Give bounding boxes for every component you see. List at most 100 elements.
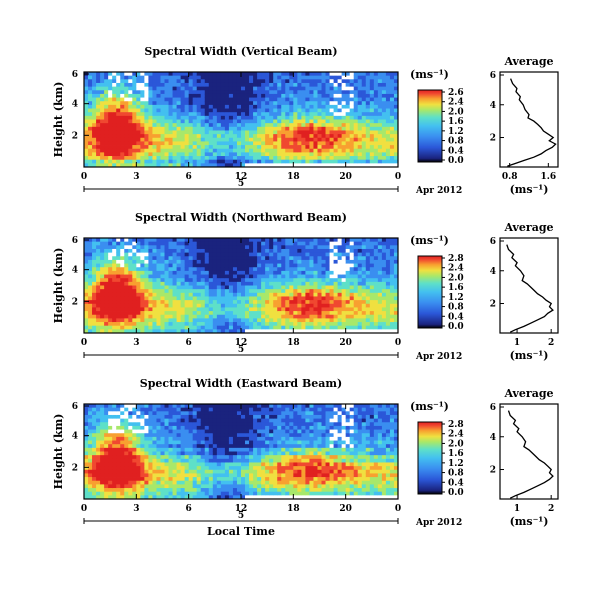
heatmap-cell <box>124 430 128 434</box>
heatmap-cell <box>217 112 221 116</box>
heatmap-cell <box>197 481 201 485</box>
heatmap-cell <box>177 127 181 131</box>
heatmap-cell <box>233 278 237 282</box>
heatmap-cell <box>273 83 277 87</box>
heatmap-cell <box>144 444 148 448</box>
heatmap-cell <box>301 105 305 109</box>
heatmap-cell <box>281 307 285 311</box>
heatmap-cell <box>181 249 185 253</box>
heatmap-cell <box>346 271 350 275</box>
profile-y-tick-label: 2 <box>490 134 496 144</box>
heatmap-cell <box>84 488 88 492</box>
heatmap-cell <box>88 116 92 120</box>
heatmap-cell <box>185 253 189 257</box>
heatmap-cell <box>350 260 354 264</box>
heatmap-cell <box>165 448 169 452</box>
heatmap-cell <box>189 488 193 492</box>
heatmap-cell <box>100 286 104 290</box>
heatmap-cell <box>108 307 112 311</box>
heatmap-cell <box>233 145 237 149</box>
heatmap-cell <box>104 307 108 311</box>
heatmap-cell <box>88 481 92 485</box>
heatmap-cell <box>317 101 321 105</box>
heatmap-cell <box>169 315 173 319</box>
heatmap-cell <box>173 90 177 94</box>
heatmap-cell <box>265 264 269 268</box>
heatmap-cell <box>193 286 197 290</box>
heatmap-cell <box>374 249 378 253</box>
heatmap-cell <box>326 112 330 116</box>
heatmap-cell <box>370 72 374 76</box>
heatmap-cell <box>205 448 209 452</box>
heatmap-cell <box>301 256 305 260</box>
heatmap-cell <box>177 419 181 423</box>
heatmap-cell <box>189 477 193 481</box>
heatmap-cell <box>148 433 152 437</box>
heatmap-cell <box>92 123 96 127</box>
heatmap-cell <box>165 249 169 253</box>
heatmap-cell <box>92 278 96 282</box>
heatmap-cell <box>165 156 169 160</box>
heatmap-cell <box>313 311 317 315</box>
heatmap-cell <box>128 408 132 412</box>
heatmap-cell <box>309 109 313 113</box>
heatmap-cell <box>148 264 152 268</box>
heatmap-cell <box>152 408 156 412</box>
heatmap-cell <box>350 101 354 105</box>
heatmap-cell <box>156 300 160 304</box>
heatmap-cell <box>277 249 281 253</box>
heatmap-cell <box>136 300 140 304</box>
heatmap-cell <box>390 145 394 149</box>
heatmap-cell <box>350 267 354 271</box>
heatmap-cell <box>322 300 326 304</box>
heatmap-cell <box>305 260 309 264</box>
heatmap-cell <box>285 145 289 149</box>
heatmap-cell <box>169 444 173 448</box>
heatmap-cell <box>165 419 169 423</box>
heatmap-cell <box>165 101 169 105</box>
heatmap-cell <box>350 98 354 102</box>
heatmap-cell <box>185 87 189 91</box>
heatmap-cell <box>338 286 342 290</box>
heatmap-cell <box>261 282 265 286</box>
heatmap-cell <box>177 437 181 441</box>
heatmap-cell <box>277 98 281 102</box>
heatmap-cell <box>237 315 241 319</box>
heatmap-cell <box>370 76 374 80</box>
heatmap-cell <box>108 304 112 308</box>
heatmap-cell <box>136 311 140 315</box>
heatmap-cell <box>305 267 309 271</box>
heatmap-cell <box>354 152 358 156</box>
heatmap-cell <box>261 120 265 124</box>
heatmap-cell <box>297 72 301 76</box>
heatmap-cell <box>160 430 164 434</box>
heatmap-cell <box>350 87 354 91</box>
heatmap-cell <box>289 293 293 297</box>
heatmap-cell <box>136 426 140 430</box>
heatmap-cell <box>84 98 88 102</box>
profile-frame <box>500 72 558 167</box>
heatmap-cell <box>96 278 100 282</box>
heatmap-cell <box>245 79 249 83</box>
heatmap-cell <box>197 105 201 109</box>
heatmap-cell <box>229 267 233 271</box>
heatmap-cell <box>177 130 181 134</box>
heatmap-cell <box>148 90 152 94</box>
heatmap-cell <box>317 160 321 164</box>
heatmap-cell <box>277 149 281 153</box>
heatmap-cell <box>173 120 177 124</box>
heatmap-cell <box>165 473 169 477</box>
heatmap-cell <box>229 249 233 253</box>
heatmap-cell <box>330 134 334 138</box>
heatmap-cell <box>128 278 132 282</box>
heatmap-cell <box>386 130 390 134</box>
heatmap-cell <box>285 72 289 76</box>
heatmap-cell <box>92 141 96 145</box>
heatmap-cell <box>173 492 177 496</box>
heatmap-cell <box>350 138 354 142</box>
heatmap-cell <box>370 300 374 304</box>
heatmap-cell <box>350 120 354 124</box>
heatmap-cell <box>165 307 169 311</box>
heatmap-cell <box>160 426 164 430</box>
heatmap-cell <box>342 289 346 293</box>
